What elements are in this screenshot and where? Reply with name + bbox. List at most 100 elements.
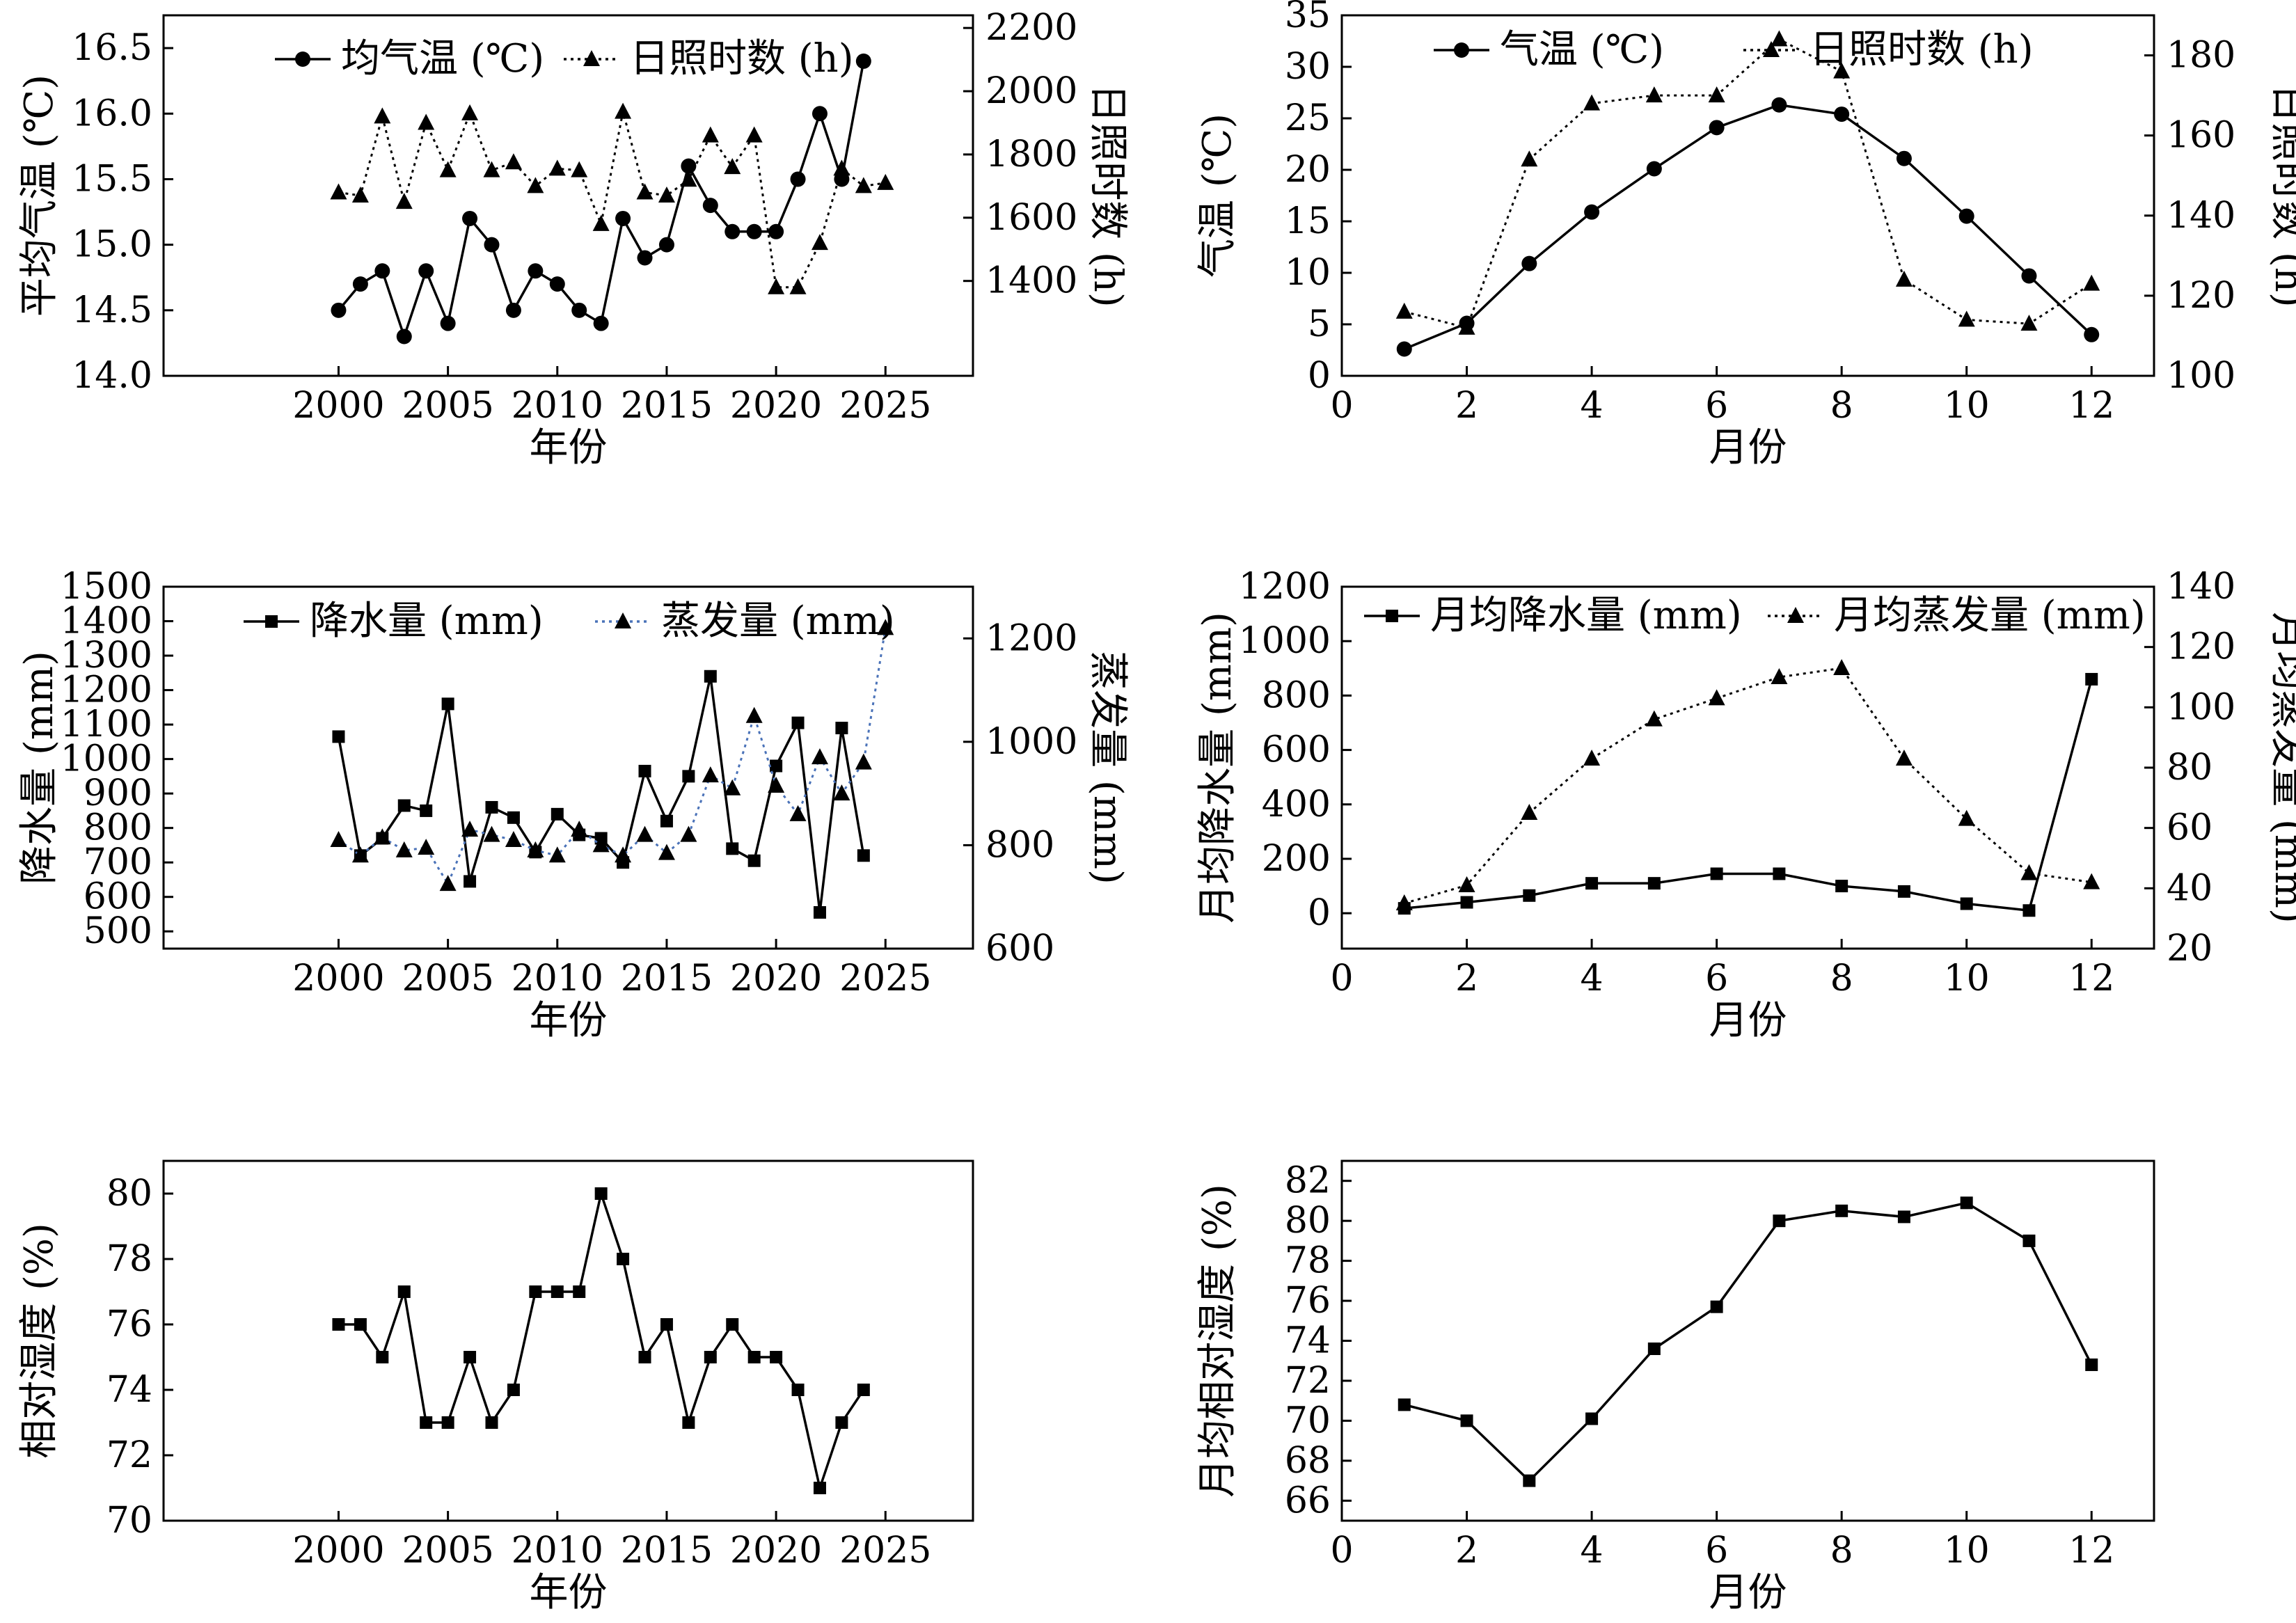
- legend-item: 蒸发量 (mm): [595, 599, 895, 644]
- data-point: [332, 1318, 345, 1331]
- legend-marker: [295, 52, 310, 67]
- legend-marker: [1787, 607, 1804, 623]
- data-point: [855, 177, 872, 193]
- legend-item: 气温 (℃): [1434, 27, 1664, 72]
- series-line: [338, 61, 865, 341]
- series-line: [1404, 679, 2093, 912]
- data-point: [770, 1351, 783, 1363]
- x-tick-label: 2015: [621, 1530, 713, 1571]
- data-point: [1771, 668, 1788, 684]
- data-point: [396, 328, 412, 345]
- data-point: [440, 315, 456, 331]
- data-point: [332, 730, 345, 743]
- legend-label: 蒸发量 (mm): [661, 599, 895, 644]
- y-tick-label: 68: [1285, 1440, 1331, 1482]
- y-tick-label: 1000: [1239, 620, 1331, 662]
- data-point: [2021, 268, 2037, 284]
- data-point: [637, 250, 653, 266]
- data-point: [811, 106, 828, 122]
- data-point: [592, 836, 610, 853]
- y-tick-label: 72: [1285, 1360, 1331, 1402]
- x-tick-label: 2015: [621, 385, 713, 427]
- data-point: [374, 107, 391, 124]
- data-point: [351, 187, 369, 203]
- legend-label: 气温 (℃): [1500, 27, 1664, 72]
- data-point: [548, 846, 566, 863]
- data-point: [1897, 1210, 1910, 1224]
- x-tick-label: 6: [1705, 1530, 1728, 1571]
- data-point: [1773, 867, 1786, 880]
- y-tick-label: 700: [84, 841, 152, 883]
- data-point: [418, 839, 435, 855]
- data-point: [813, 906, 826, 919]
- y-axis-label: 平均气温 (℃): [17, 74, 62, 317]
- x-tick-label: 8: [1830, 1530, 1853, 1571]
- data-point: [746, 223, 762, 239]
- x-tick-label: 0: [1330, 1530, 1353, 1571]
- y2-axis-label: 日照时数 (h): [1085, 84, 1130, 308]
- data-point: [682, 1416, 695, 1429]
- data-point: [573, 1285, 586, 1298]
- data-point: [527, 177, 544, 193]
- series-line: [1404, 103, 2093, 351]
- x-tick-label: 2010: [512, 1530, 603, 1571]
- data-point: [507, 1384, 520, 1396]
- series: [332, 670, 870, 919]
- data-point: [724, 158, 741, 175]
- x-tick-label: 4: [1581, 1530, 1604, 1571]
- data-point: [877, 619, 894, 635]
- data-point: [790, 171, 806, 187]
- data-point: [441, 697, 454, 711]
- data-point: [571, 302, 587, 318]
- y2-tick-label: 2000: [985, 70, 1077, 112]
- data-point: [745, 126, 763, 143]
- data-point: [354, 1318, 367, 1331]
- data-point: [527, 841, 544, 857]
- data-point: [636, 183, 654, 200]
- data-point: [658, 187, 675, 203]
- data-point: [330, 831, 347, 847]
- data-point: [1646, 161, 1662, 177]
- data-point: [1585, 877, 1599, 890]
- y-tick-label: 35: [1285, 0, 1331, 36]
- data-point: [726, 842, 739, 855]
- x-tick-label: 12: [2068, 958, 2114, 999]
- x-tick-label: 2020: [730, 385, 822, 427]
- data-point: [1897, 885, 1910, 898]
- series-line: [337, 676, 865, 913]
- y2-tick-label: 160: [2167, 115, 2235, 157]
- data-point: [1835, 1204, 1848, 1217]
- y-tick-label: 16.5: [72, 27, 152, 69]
- y2-axis-label: 蒸发量 (mm): [1085, 651, 1130, 885]
- plot-frame: [162, 14, 974, 377]
- data-point: [483, 161, 500, 177]
- data-point: [1710, 1300, 1723, 1313]
- data-point: [397, 1285, 411, 1298]
- data-point: [702, 766, 719, 783]
- x-tick-label: 2005: [402, 958, 493, 999]
- legend-label: 均气温 (℃): [341, 36, 544, 81]
- y2-tick-label: 1000: [985, 721, 1077, 763]
- data-point: [441, 1416, 454, 1429]
- legend-item: 降水量 (mm): [244, 599, 544, 644]
- data-point: [464, 875, 477, 888]
- y-tick-label: 30: [1285, 46, 1331, 88]
- data-point: [551, 807, 564, 821]
- data-point: [1523, 889, 1536, 902]
- data-point: [461, 104, 479, 120]
- data-point: [1647, 1342, 1661, 1355]
- data-point: [636, 825, 654, 842]
- data-point: [461, 821, 479, 837]
- x-tick-label: 2025: [839, 1530, 931, 1571]
- y-tick-label: 74: [1285, 1320, 1331, 1362]
- x-tick-label: 2: [1455, 1530, 1478, 1571]
- x-axis-label: 月份: [1709, 998, 1787, 1043]
- y-tick-label: 0: [1308, 355, 1331, 397]
- y2-tick-label: 180: [2167, 35, 2235, 77]
- y2-tick-label: 100: [2167, 355, 2235, 397]
- y2-tick-label: 600: [985, 928, 1054, 969]
- data-point: [418, 113, 435, 130]
- x-tick-label: 2025: [839, 385, 931, 427]
- data-point: [1395, 302, 1413, 319]
- series-line: [1404, 38, 2093, 329]
